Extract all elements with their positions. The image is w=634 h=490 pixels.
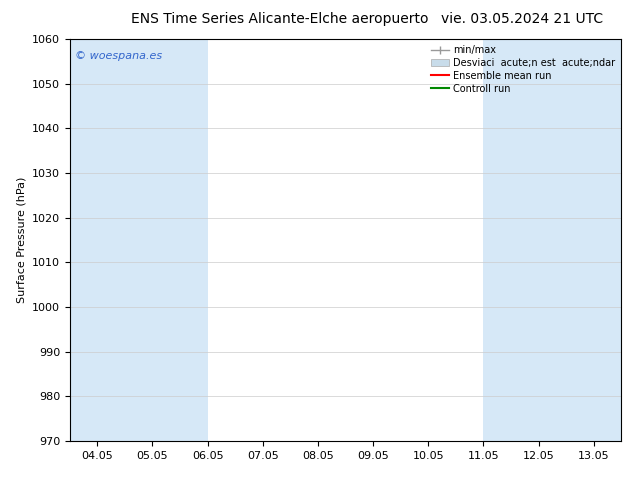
Bar (70, 39, 97, 441)
Bar (593, 39, 621, 441)
Text: vie. 03.05.2024 21 UTC: vie. 03.05.2024 21 UTC (441, 12, 603, 26)
Bar (483, 39, 538, 441)
Y-axis label: Surface Pressure (hPa): Surface Pressure (hPa) (16, 177, 27, 303)
Text: ENS Time Series Alicante-Elche aeropuerto: ENS Time Series Alicante-Elche aeropuert… (131, 12, 428, 26)
Bar (538, 39, 593, 441)
Bar (152, 39, 207, 441)
Text: © woespana.es: © woespana.es (75, 51, 162, 61)
Bar (97, 39, 152, 441)
Legend: min/max, Desviaci  acute;n est  acute;ndar, Ensemble mean run, Controll run: min/max, Desviaci acute;n est acute;ndar… (427, 41, 619, 98)
